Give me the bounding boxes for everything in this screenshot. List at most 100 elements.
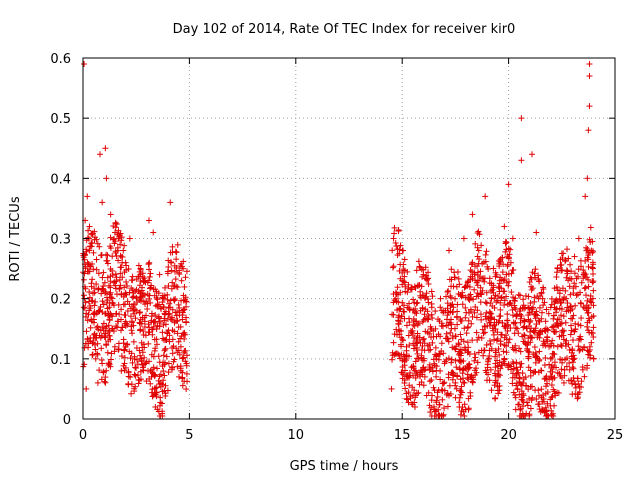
data-point: [571, 270, 578, 277]
data-point: [113, 291, 120, 298]
data-point: [506, 300, 513, 307]
data-point: [551, 351, 558, 358]
data-point: [106, 332, 113, 339]
data-point: [86, 294, 93, 301]
data-point: [587, 224, 594, 231]
data-point: [588, 313, 595, 320]
data-point: [129, 273, 136, 280]
data-point: [94, 350, 101, 357]
data-point: [404, 289, 411, 296]
data-point: [565, 377, 572, 384]
data-point: [395, 226, 402, 233]
data-point: [517, 348, 524, 355]
data-point: [524, 402, 531, 409]
data-point: [99, 199, 106, 206]
data-point: [578, 378, 585, 385]
data-point: [472, 277, 479, 284]
data-point: [122, 312, 129, 319]
data-point: [469, 211, 476, 218]
data-point: [503, 293, 510, 300]
data-point: [126, 235, 133, 242]
data-point: [91, 302, 98, 309]
data-point: [145, 367, 152, 374]
data-point: [411, 403, 418, 410]
data-point: [409, 392, 416, 399]
data-point: [471, 350, 478, 357]
data-point: [155, 314, 162, 321]
data-point: [84, 234, 91, 241]
data-point: [398, 369, 405, 376]
data-point: [589, 259, 596, 266]
data-point: [435, 356, 442, 363]
data-point: [438, 412, 445, 419]
data-point: [82, 340, 89, 347]
data-point: [532, 368, 539, 375]
data-point: [544, 389, 551, 396]
data-point: [398, 313, 405, 320]
data-point: [514, 386, 521, 393]
data-point: [508, 366, 515, 373]
data-point: [403, 343, 410, 350]
data-point: [513, 382, 520, 389]
data-point: [431, 408, 438, 415]
data-point: [481, 323, 488, 330]
data-point: [394, 284, 401, 291]
data-point: [141, 318, 148, 325]
data-point: [106, 327, 113, 334]
data-point: [532, 387, 539, 394]
data-point: [533, 321, 540, 328]
data-point: [92, 298, 99, 305]
data-point: [91, 311, 98, 318]
data-point: [160, 295, 167, 302]
data-point: [556, 290, 563, 297]
data-point: [487, 366, 494, 373]
data-point: [574, 395, 581, 402]
data-point: [581, 344, 588, 351]
data-point: [542, 318, 549, 325]
data-point: [86, 288, 93, 295]
data-point: [433, 352, 440, 359]
data-point: [416, 263, 423, 270]
data-point: [559, 254, 566, 261]
data-point: [90, 334, 97, 341]
data-point: [454, 321, 461, 328]
data-point: [585, 283, 592, 290]
data-point: [505, 282, 512, 289]
data-point: [112, 271, 119, 278]
data-point: [467, 273, 474, 280]
data-point: [89, 297, 96, 304]
data-point: [590, 334, 597, 341]
data-point: [540, 398, 547, 405]
data-point: [562, 256, 569, 263]
x-tick-label: 5: [185, 428, 193, 443]
data-point: [432, 325, 439, 332]
data-point: [449, 369, 456, 376]
data-point: [585, 276, 592, 283]
data-point: [521, 317, 528, 324]
data-point: [128, 327, 135, 334]
data-point: [447, 391, 454, 398]
data-point: [169, 350, 176, 357]
data-point: [169, 243, 176, 250]
data-point: [431, 360, 438, 367]
data-point: [587, 298, 594, 305]
data-point: [139, 349, 146, 356]
data-point: [176, 351, 183, 358]
data-point: [581, 373, 588, 380]
data-point: [533, 229, 540, 236]
data-point: [457, 411, 464, 418]
data-point: [553, 269, 560, 276]
data-point: [174, 349, 181, 356]
data-point: [427, 346, 434, 353]
data-point: [89, 276, 96, 283]
data-point: [538, 289, 545, 296]
data-point: [410, 363, 417, 370]
data-point: [475, 228, 482, 235]
data-point: [115, 318, 122, 325]
data-point: [85, 311, 92, 318]
data-point: [152, 302, 159, 309]
data-point: [517, 292, 524, 299]
data-point: [429, 315, 436, 322]
data-point: [546, 343, 553, 350]
